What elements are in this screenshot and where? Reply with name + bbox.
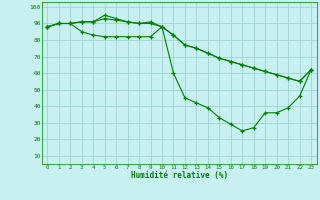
X-axis label: Humidité relative (%): Humidité relative (%) — [131, 171, 228, 180]
